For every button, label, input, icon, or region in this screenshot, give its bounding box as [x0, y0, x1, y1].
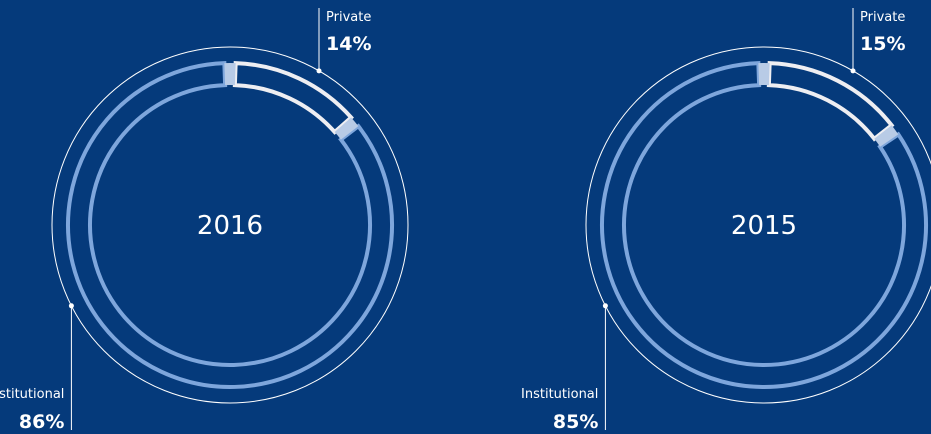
separator-mid: [334, 117, 359, 140]
private-label: Private: [326, 10, 371, 25]
center-year: 2016: [197, 211, 263, 241]
institutional-ring: [600, 61, 928, 389]
private-ring: [232, 61, 354, 135]
center-year: 2015: [731, 211, 797, 241]
institutional-value: 86%: [19, 411, 64, 433]
institutional-value: 85%: [553, 411, 598, 433]
donut-chart-2015: Private 15% Institutional 85% 2015: [521, 8, 931, 433]
outer-ring: [585, 46, 931, 404]
private-value: 14%: [326, 33, 371, 55]
donut-chart-2016: Private 14% Institutional 86% 2016: [0, 8, 409, 433]
separator-top: [224, 62, 236, 86]
separator-mid: [874, 125, 899, 147]
private-label: Private: [860, 10, 905, 25]
separator-top: [758, 62, 770, 86]
institutional-label: Institutional: [0, 387, 64, 402]
outer-ring: [51, 46, 409, 404]
institutional-label: Institutional: [521, 387, 598, 402]
private-ring: [766, 61, 895, 142]
private-value: 15%: [860, 33, 905, 55]
institutional-ring: [66, 61, 394, 389]
